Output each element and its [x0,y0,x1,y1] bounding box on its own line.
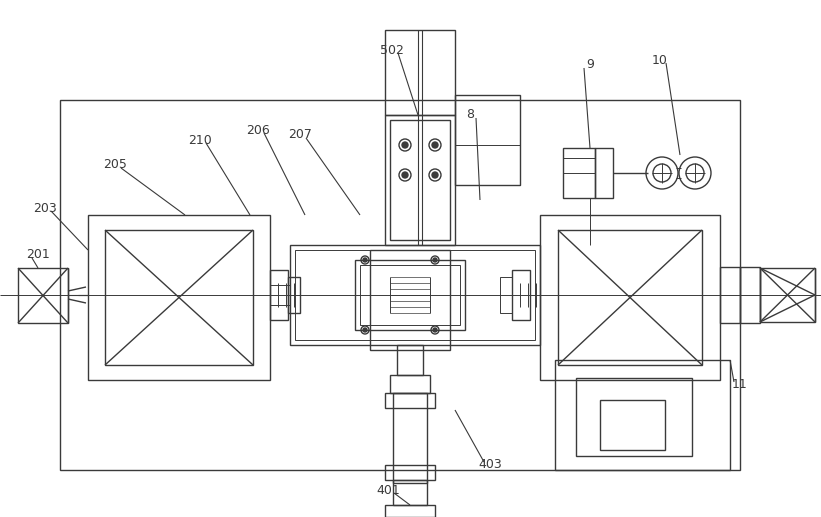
Text: 201: 201 [26,249,50,262]
Bar [455,95,520,185]
Bar [370,250,450,350]
Text: 207: 207 [288,129,312,142]
Bar [105,230,253,365]
Bar [512,270,530,320]
Bar [88,215,270,380]
Bar [555,360,730,470]
Circle shape [363,328,367,332]
Text: 206: 206 [246,124,270,136]
Circle shape [433,258,437,262]
Circle shape [432,142,438,148]
Text: 403: 403 [478,459,502,472]
Bar [760,268,815,322]
Bar [385,465,435,480]
Bar [390,375,430,393]
Bar [393,393,427,483]
Bar [355,260,465,330]
Bar [563,148,595,198]
Text: 205: 205 [103,159,127,172]
Circle shape [433,328,437,332]
Text: 8: 8 [466,109,474,121]
Text: 11: 11 [732,378,748,391]
Circle shape [402,142,408,148]
Text: 9: 9 [586,58,594,71]
Circle shape [363,258,367,262]
Circle shape [432,172,438,178]
Bar [18,268,68,323]
Bar [540,215,720,380]
Bar [558,230,702,365]
Bar [385,393,435,408]
Text: 502: 502 [380,43,404,56]
Bar [385,115,455,245]
Bar [288,277,300,313]
Bar [390,120,450,240]
Bar [720,267,740,323]
Bar [740,267,760,323]
Bar [360,265,460,325]
Bar [576,378,692,456]
Bar [600,400,665,450]
Bar [295,250,535,340]
Bar [60,100,740,470]
Circle shape [402,172,408,178]
Text: 203: 203 [33,202,57,215]
Bar [397,345,423,375]
Text: 401: 401 [376,483,400,496]
Bar [595,148,613,198]
Text: 10: 10 [652,53,668,67]
Bar [290,245,540,345]
Bar [500,277,512,313]
Bar [385,505,435,517]
Bar [385,30,455,115]
Bar [270,270,288,320]
Text: 210: 210 [188,133,212,146]
Bar [455,145,520,185]
Bar [393,480,427,505]
